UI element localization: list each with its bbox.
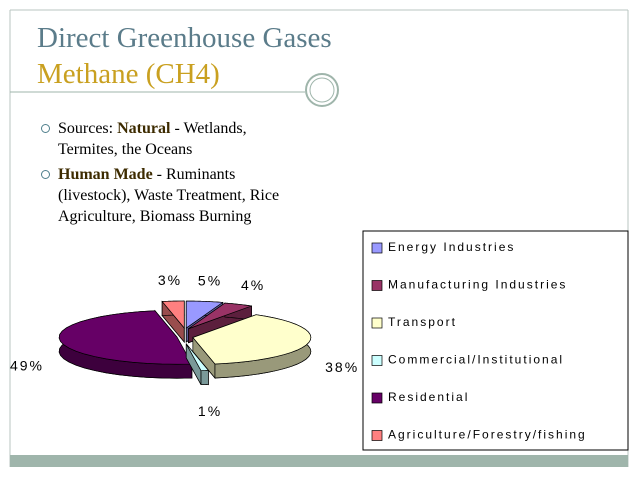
legend-swatch bbox=[371, 392, 383, 404]
legend bbox=[362, 230, 629, 451]
bold-text: Natural bbox=[117, 120, 171, 137]
data-label: 4% bbox=[241, 277, 265, 293]
legend-swatch bbox=[371, 317, 383, 329]
slice-top bbox=[161, 300, 185, 330]
slide-title: Direct Greenhouse Gases bbox=[37, 22, 332, 54]
bullet: Human Made - Ruminants (livestock), Wast… bbox=[40, 164, 295, 227]
legend-label: Transport bbox=[388, 315, 457, 329]
ornament bbox=[309, 77, 335, 103]
text: Sources: bbox=[58, 120, 118, 137]
legend-label: Commercial/Institutional bbox=[388, 353, 564, 367]
slice-top bbox=[58, 310, 193, 365]
footer-band bbox=[10, 455, 628, 467]
ornament bbox=[305, 73, 339, 107]
text: - Ruminants (livestock), Waste Treatment… bbox=[58, 166, 280, 225]
pie-slice bbox=[192, 314, 312, 379]
data-label: 1% bbox=[198, 403, 222, 419]
legend-label: Energy Industries bbox=[388, 240, 515, 254]
legend-swatch bbox=[371, 242, 383, 254]
legend-swatch bbox=[371, 355, 383, 366]
slice-top bbox=[188, 302, 252, 330]
legend-swatch bbox=[371, 280, 383, 291]
data-label: 5% bbox=[198, 272, 222, 288]
text: - Wetlands, Termites, the Oceans bbox=[58, 120, 247, 158]
legend-label: Residential bbox=[388, 390, 469, 404]
legend-swatch bbox=[371, 430, 383, 441]
pie-slice bbox=[161, 300, 185, 344]
slice-top bbox=[192, 314, 312, 365]
slice-top bbox=[185, 343, 210, 372]
data-label: 3% bbox=[158, 272, 182, 288]
slice-wall bbox=[200, 370, 209, 386]
slice-top bbox=[185, 300, 224, 329]
pie-slice bbox=[58, 309, 193, 379]
legend-label: Agriculture/Forestry/fishing bbox=[388, 428, 587, 442]
pie-slice bbox=[185, 342, 210, 386]
bold-text: Human Made bbox=[58, 166, 153, 183]
slide-subtitle: Methane (CH4) bbox=[37, 58, 220, 90]
data-label: 38% bbox=[325, 359, 359, 375]
bullet-list: Sources: Natural - Wetlands, Termites, t… bbox=[40, 118, 295, 231]
bullet: Sources: Natural - Wetlands, Termites, t… bbox=[40, 118, 295, 160]
data-label: 49% bbox=[10, 357, 44, 373]
legend-label: Manufacturing Industries bbox=[388, 278, 567, 292]
